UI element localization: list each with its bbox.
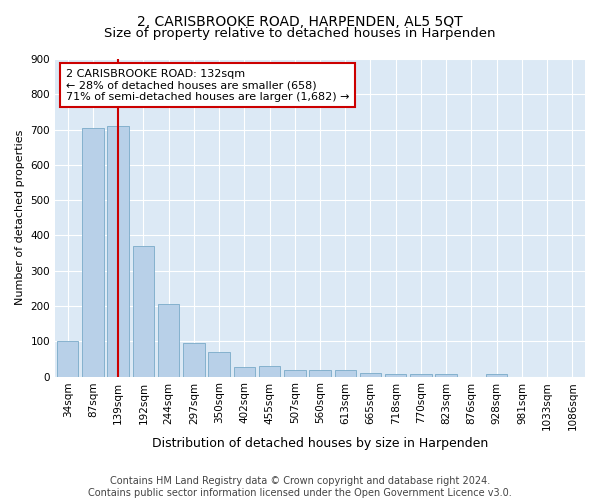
Bar bbox=[82, 128, 104, 376]
Bar bbox=[410, 374, 431, 376]
Bar bbox=[183, 343, 205, 376]
Bar bbox=[259, 366, 280, 376]
Bar bbox=[360, 373, 381, 376]
Text: Size of property relative to detached houses in Harpenden: Size of property relative to detached ho… bbox=[104, 28, 496, 40]
Bar bbox=[486, 374, 508, 376]
Text: 2 CARISBROOKE ROAD: 132sqm
← 28% of detached houses are smaller (658)
71% of sem: 2 CARISBROOKE ROAD: 132sqm ← 28% of deta… bbox=[65, 68, 349, 102]
Bar bbox=[284, 370, 305, 376]
Bar bbox=[436, 374, 457, 376]
Bar bbox=[385, 374, 406, 376]
Bar bbox=[107, 126, 129, 376]
Bar bbox=[335, 370, 356, 376]
Bar bbox=[233, 366, 255, 376]
Bar bbox=[208, 352, 230, 376]
Text: 2, CARISBROOKE ROAD, HARPENDEN, AL5 5QT: 2, CARISBROOKE ROAD, HARPENDEN, AL5 5QT bbox=[137, 15, 463, 29]
Bar bbox=[57, 342, 79, 376]
Text: Contains HM Land Registry data © Crown copyright and database right 2024.
Contai: Contains HM Land Registry data © Crown c… bbox=[88, 476, 512, 498]
Y-axis label: Number of detached properties: Number of detached properties bbox=[15, 130, 25, 306]
Bar bbox=[133, 246, 154, 376]
Bar bbox=[309, 370, 331, 376]
Bar bbox=[158, 304, 179, 376]
X-axis label: Distribution of detached houses by size in Harpenden: Distribution of detached houses by size … bbox=[152, 437, 488, 450]
